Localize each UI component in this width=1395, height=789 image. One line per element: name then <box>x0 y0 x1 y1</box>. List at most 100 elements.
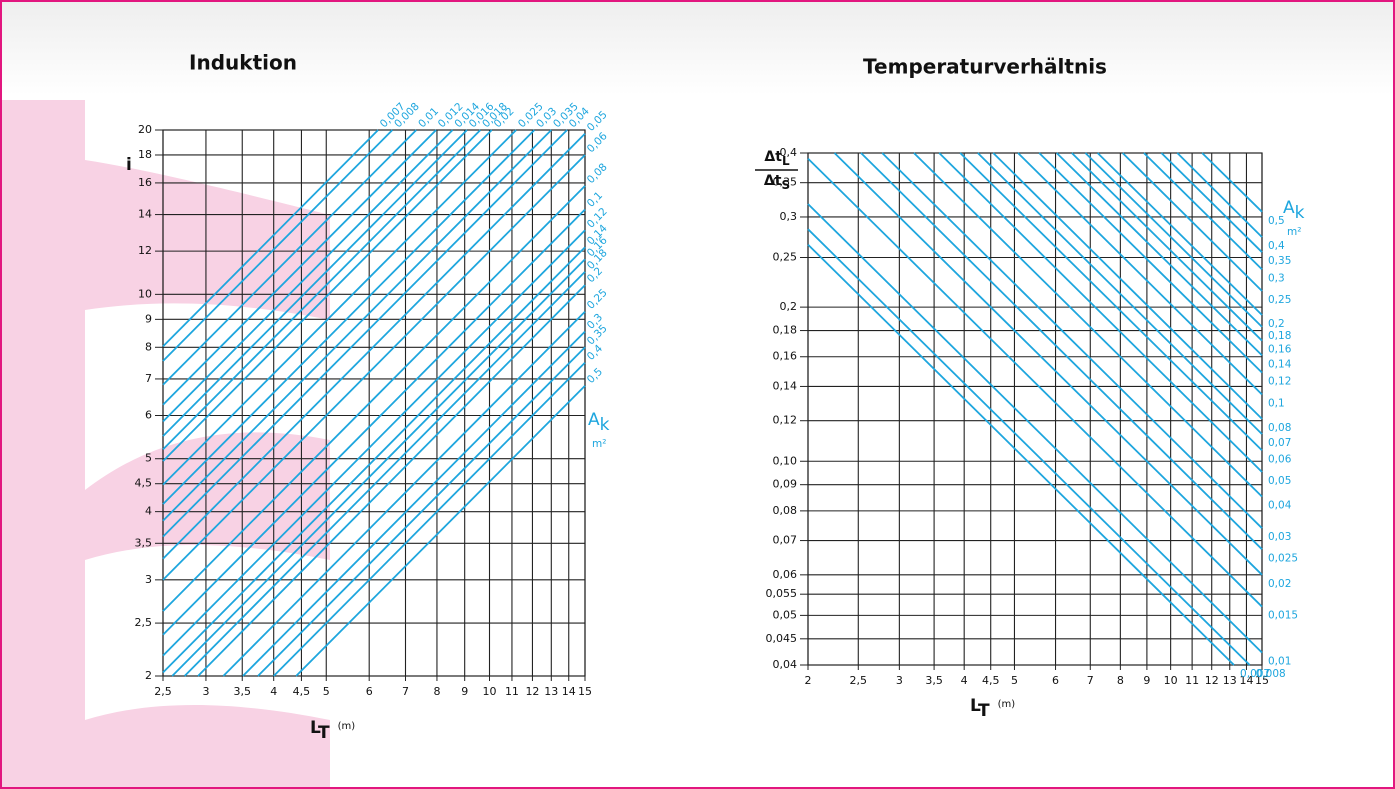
x-tick-label: 3 <box>202 685 209 698</box>
series-line <box>162 129 468 437</box>
x-tick-label: 6 <box>366 685 373 698</box>
decoration <box>2 100 330 787</box>
x-tick-label: 4 <box>270 685 277 698</box>
y-tick-label: 3,5 <box>135 536 153 549</box>
series-line <box>162 129 536 505</box>
series-label: 0,1 <box>1268 398 1285 410</box>
series-line <box>183 271 586 677</box>
x-label-part: L <box>970 696 981 716</box>
series-line <box>162 129 379 348</box>
y-tick-label: 4,5 <box>135 477 153 490</box>
series-line <box>913 152 1263 498</box>
series-line <box>807 203 1263 654</box>
series-line <box>833 152 1263 576</box>
legend-part: k <box>600 415 610 435</box>
series-label: 0,025 <box>1268 552 1298 564</box>
y-tick-label: 0,18 <box>773 324 798 337</box>
y-tick-label: 9 <box>145 312 152 325</box>
x-tick-label: 12 <box>525 685 539 698</box>
series-line <box>162 246 586 674</box>
series-line <box>273 361 586 677</box>
y-tick-label: 0,4 <box>780 146 798 159</box>
y-tick-label: 14 <box>138 208 152 221</box>
y-tick-label: 20 <box>138 123 152 136</box>
y-tick-label: 12 <box>138 244 152 257</box>
y-tick-label: 0,14 <box>773 379 798 392</box>
series-label: 0,08 <box>1268 422 1291 434</box>
series-line <box>1160 152 1263 253</box>
x-tick-label: 14 <box>562 685 576 698</box>
y-tick-label: 0,10 <box>773 454 798 467</box>
y-label-part: S <box>781 178 790 192</box>
series-label: 0,07 <box>1268 437 1291 449</box>
y-axis-label: i <box>126 155 132 175</box>
x-tick-label: 7 <box>402 685 409 698</box>
series-line <box>162 132 586 560</box>
series-label: 0,18 <box>1268 330 1291 342</box>
x-tick-label: 5 <box>323 685 330 698</box>
series-line <box>1176 152 1263 238</box>
series-line <box>162 129 417 386</box>
x-tick-label: 2,5 <box>850 674 868 687</box>
chart-title: Temperaturverhältnis <box>863 55 1107 79</box>
x-tick-label: 2 <box>805 674 812 687</box>
series-line <box>1201 152 1263 213</box>
y-tick-label: 10 <box>138 287 152 300</box>
series-line <box>222 310 586 677</box>
x-tick-label: 9 <box>461 685 468 698</box>
series-label: 0,06 <box>1268 453 1292 465</box>
y-tick-label: 2,5 <box>135 616 153 629</box>
x-tick-label: 2,5 <box>154 685 172 698</box>
y-tick-label: 18 <box>138 148 152 161</box>
x-axis-label: LT (m) <box>310 718 355 743</box>
series-line <box>162 185 586 612</box>
series-line <box>977 152 1263 435</box>
chart-title: Induktion <box>189 51 297 75</box>
x-label-part: T <box>318 723 330 743</box>
y-tick-label: 0,09 <box>773 478 798 491</box>
x-tick-label: 6 <box>1052 674 1059 687</box>
series-label: 0,015 <box>1268 610 1298 622</box>
series-line <box>881 152 1263 529</box>
y-tick-label: 0,05 <box>773 608 798 621</box>
series-line <box>1017 152 1263 396</box>
series-line <box>1143 152 1263 271</box>
y-tick-label: 2 <box>145 669 152 682</box>
series-label: 0,2 <box>1268 318 1285 330</box>
x-tick-label: 10 <box>1164 674 1178 687</box>
series-line <box>1121 152 1263 292</box>
series-line <box>162 129 493 462</box>
series-line <box>992 152 1263 420</box>
series-line <box>807 228 1251 666</box>
x-tick-label: 13 <box>1223 674 1237 687</box>
y-tick-label: 0,07 <box>773 534 798 547</box>
legend-part: A <box>588 410 600 430</box>
series-line <box>162 129 394 362</box>
x-tick-label: 3,5 <box>925 674 943 687</box>
x-tick-label: 15 <box>1255 674 1269 687</box>
series-line <box>1038 152 1263 374</box>
series-line <box>257 346 586 677</box>
series-line <box>162 129 437 406</box>
x-tick-label: 15 <box>578 685 592 698</box>
series-label: 0,5 <box>1268 215 1285 227</box>
legend-part: A <box>1283 198 1295 218</box>
y-tick-label: 0,12 <box>773 414 798 427</box>
series-line <box>242 330 586 677</box>
x-label-part: L <box>310 718 321 738</box>
series-label: 0,25 <box>1268 294 1291 306</box>
series-line <box>938 152 1263 473</box>
y-tick-label: 0,055 <box>766 587 798 600</box>
y-label-part: Δt <box>764 173 782 189</box>
y-tick-label: 0,3 <box>780 210 798 223</box>
x-tick-label: 3 <box>896 674 903 687</box>
x-label-part: (m) <box>998 699 1016 710</box>
x-tick-label: 4,5 <box>293 685 311 698</box>
series-line <box>162 129 552 522</box>
series-label: 0,007 <box>1240 668 1270 680</box>
y-tick-label: 3 <box>145 573 152 586</box>
legend-unit: m² <box>1287 226 1301 238</box>
series-line <box>807 157 1263 608</box>
